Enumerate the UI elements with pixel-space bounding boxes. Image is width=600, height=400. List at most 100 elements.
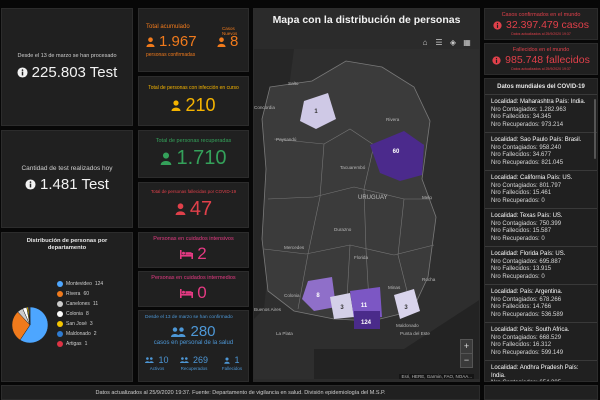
icu-panel: Personas en cuidados intensivos 2 — [138, 232, 249, 268]
town-label: Melo — [422, 195, 432, 200]
legend-swatch — [57, 281, 63, 287]
legend-swatch — [57, 301, 63, 307]
world-list-item[interactable]: Localidad: Texas País: US. Nro Contagiado… — [485, 209, 597, 247]
world-deaths-row: 985.748 fallecidos — [485, 54, 597, 66]
info-icon — [493, 20, 502, 30]
map-bubble-label[interactable]: 8 — [316, 293, 320, 299]
active-value: 210 — [185, 94, 216, 115]
home-icon[interactable]: ⌂ — [422, 37, 428, 47]
world-cases-label: Casos confirmados en el mundo — [501, 12, 581, 18]
new-cases-row: 8 — [217, 33, 238, 50]
legend-item[interactable]: Artigas 1 — [57, 341, 103, 347]
world-list-item[interactable]: Localidad: Andhra Pradesh País: India.Nr… — [485, 361, 597, 381]
pie-slice[interactable] — [11, 311, 31, 341]
world-deaths-value: 985.748 fallecidos — [505, 54, 590, 66]
deaths-value: 47 — [189, 197, 213, 220]
world-list-rec: Nro Recuperados: 973.214 — [491, 121, 564, 128]
world-list-item[interactable]: Localidad: País: Argentina. Nro Contagiad… — [485, 285, 597, 323]
recovered-panel: Total de personas recuperadas 1.710 — [138, 130, 249, 178]
world-list-rec: Nro Recuperados: 821.045 — [491, 159, 564, 166]
map-bubble-label[interactable]: 11 — [361, 303, 368, 309]
tests-today-row: 1.481 Test — [25, 176, 109, 193]
health-deaths: 1 Fallecidos — [219, 355, 245, 371]
active-label: Total de personas con infección en curso — [148, 85, 239, 92]
world-list-loc: Localidad: California País: US. — [491, 175, 573, 181]
map-bubble-label[interactable]: 3 — [404, 305, 408, 311]
distribution-panel: Distribución de personas por departament… — [1, 232, 133, 382]
world-list-panel[interactable]: Datos mundiales del COVID-19 Localidad: … — [484, 78, 598, 382]
zoom-in-button[interactable]: + — [461, 340, 472, 354]
accumulated-panel: Total acumulado 1.967 personas confirmad… — [138, 8, 249, 72]
list-icon[interactable]: ☰ — [435, 37, 443, 47]
town-label: Durazno — [334, 227, 352, 232]
map-canvas[interactable]: URUGUAY Salto Paysandú Concordia Rivera … — [254, 49, 480, 379]
town-label: Concordia — [254, 105, 275, 110]
tests-today-panel: Cantidad de test realizados hoy 1.481 Te… — [1, 130, 133, 228]
zoom-out-button[interactable]: − — [463, 355, 470, 365]
legend-value: 1 — [84, 341, 88, 347]
country-label: URUGUAY — [358, 195, 388, 201]
world-list-cont: Nro Contagiados: 678.266 — [491, 296, 562, 303]
list-scrollbar[interactable] — [594, 99, 596, 159]
footer-text: Datos actualizados al 25/9/2020 19:37. F… — [95, 389, 386, 396]
people-icon — [171, 326, 186, 337]
world-list-fall: Nro Fallecidos: 14.766 — [491, 304, 552, 310]
accumulated-label: Total acumulado — [146, 24, 190, 30]
health-recovered-value: 269 — [192, 355, 209, 365]
world-list-fall: Nro Fallecidos: 13.915 — [491, 266, 552, 272]
basemap-grid-icon[interactable]: ▦ — [463, 37, 471, 47]
tests-today-label: Cantidad de test realizados hoy — [21, 164, 113, 172]
health-sub: casos en personal de la salud — [153, 340, 234, 346]
health-recovered-label: Recuperados — [180, 366, 208, 371]
intermediate-value: 0 — [197, 283, 207, 303]
town-label: Florida — [354, 255, 368, 260]
town-label: Rivera — [386, 117, 400, 122]
distribution-title: Distribución de personas por departament… — [26, 238, 108, 251]
legend-label: San José — [66, 321, 87, 327]
recovered-row: 1.710 — [160, 147, 227, 170]
footer-logos — [484, 385, 598, 400]
zoom-controls: + − — [460, 339, 473, 368]
legend-item[interactable]: Canelones 11 — [57, 301, 103, 307]
health-recovered: 269 Recuperados — [179, 355, 209, 371]
world-list-item[interactable]: Localidad: Sao Paulo País: Brasil. Nro Co… — [485, 133, 597, 171]
world-deaths-label: Fallecidos en el mundo — [512, 47, 570, 53]
info-icon — [25, 179, 36, 190]
legend-item[interactable]: San José 3 — [57, 321, 103, 327]
map-bubble-label[interactable]: 3 — [340, 305, 344, 311]
map-bubble-label[interactable]: 1 — [314, 109, 318, 115]
legend-item[interactable]: Colonia 8 — [57, 311, 103, 317]
town-label: Minas — [388, 285, 401, 290]
layers-icon[interactable]: ◈ — [449, 37, 457, 47]
pie-slice[interactable] — [29, 306, 31, 326]
recovered-label: Total de personas recuperadas — [155, 137, 232, 144]
map-bubble-label[interactable]: 124 — [361, 320, 372, 326]
legend-label: Rivera — [66, 291, 81, 297]
legend-label: Artigas — [66, 341, 82, 347]
pie-slice[interactable] — [19, 306, 49, 344]
world-list-rec: Nro Recuperados: 536.589 — [491, 311, 564, 318]
world-list-item[interactable]: Localidad: País: South Africa. Nro Contag… — [485, 323, 597, 361]
world-list-cont: Nro Contagiados: 654.385 — [491, 380, 591, 381]
legend-item[interactable]: Maldonado 2 — [57, 331, 103, 337]
legend-label: Maldonado — [66, 331, 91, 337]
person-icon — [171, 100, 181, 111]
world-list-loc: Localidad: Florida País: US. — [491, 251, 566, 257]
icu-value: 2 — [197, 244, 207, 264]
world-list-fall: Nro Fallecidos: 16.312 — [491, 342, 552, 348]
legend-value: 8 — [85, 311, 89, 317]
legend-item[interactable]: Rivera 60 — [57, 291, 103, 297]
town-label: Punta del Este — [400, 331, 430, 336]
legend-item[interactable]: Montevideo 124 — [57, 281, 103, 287]
legend-swatch — [57, 341, 63, 347]
world-list-cont: Nro Contagiados: 750.399 — [491, 220, 562, 227]
world-list-item[interactable]: Localidad: Florida País: US. Nro Contagia… — [485, 247, 597, 285]
intermediate-label: Personas en cuidados intermedios — [151, 274, 236, 281]
info-icon — [17, 67, 28, 78]
health-active: 10 Activos — [145, 355, 169, 371]
world-list-item[interactable]: Localidad: California País: US. Nro Conta… — [485, 171, 597, 209]
town-label: Buenos Aires — [254, 307, 282, 312]
map-bubble-label[interactable]: 60 — [393, 149, 400, 155]
active-panel: Total de personas con infección en curso… — [138, 76, 249, 126]
world-list-item[interactable]: Localidad: Maharashtra País: India. Nro C… — [485, 95, 597, 133]
